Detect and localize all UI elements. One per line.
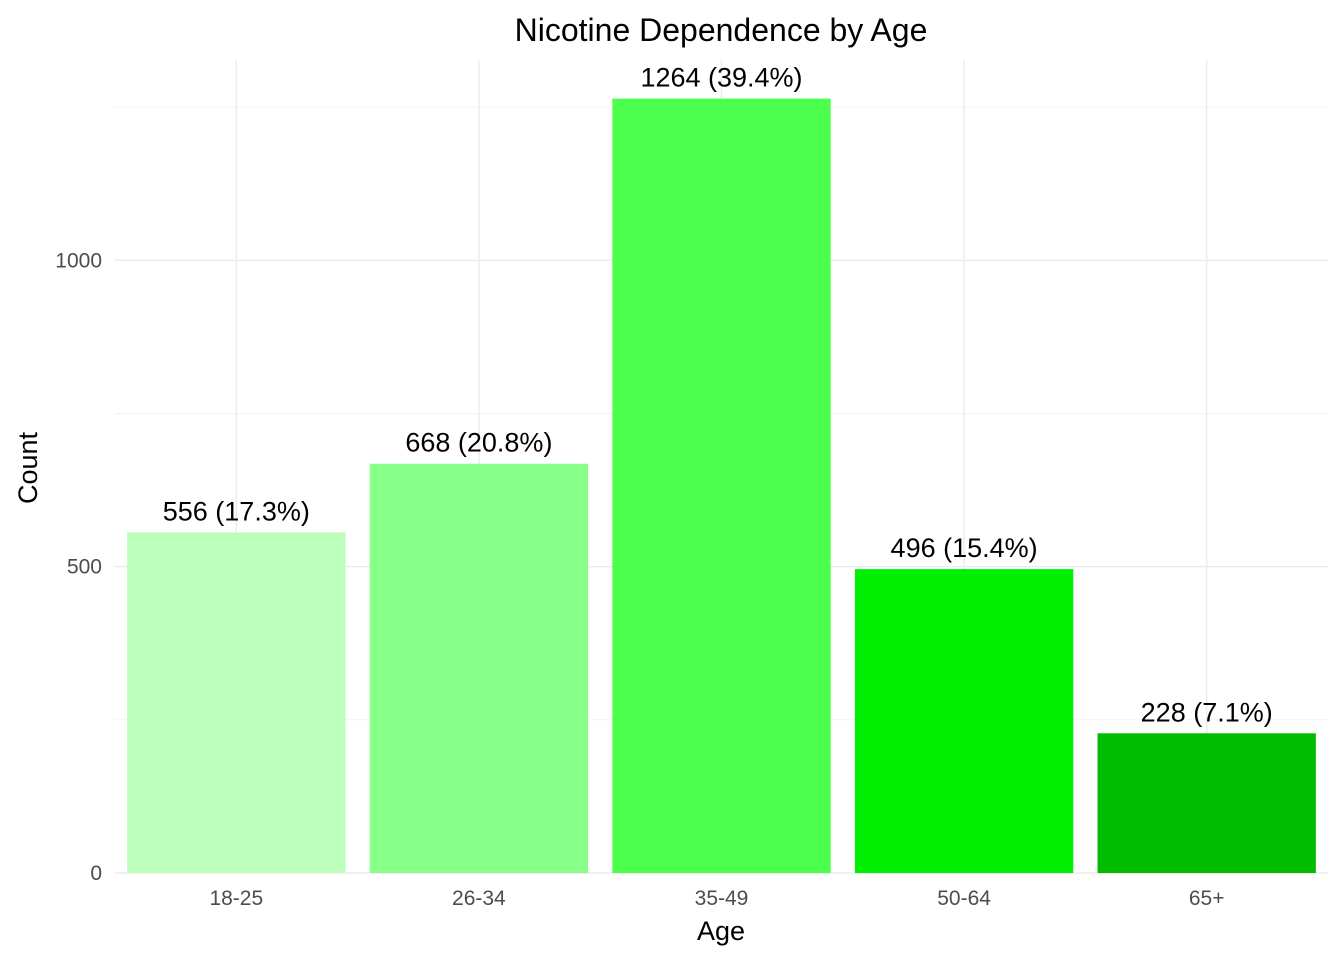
bar-26-34 [369,463,589,873]
bars [127,98,1316,873]
bar-65+ [1097,733,1316,873]
x-axis-title: Age [697,916,745,946]
data-label-65+: 228 (7.1%) [1141,697,1273,727]
y-tick-label: 500 [67,556,102,579]
data-label-18-25: 556 (17.3%) [163,496,310,526]
bar-50-64 [854,569,1074,873]
y-axis-ticks: 0 500 1000 [55,249,102,885]
data-label-26-34: 668 (20.8%) [405,428,552,458]
chart-title: Nicotine Dependence by Age [515,12,928,48]
x-tick-label-26-34: 26-34 [452,887,506,910]
x-axis-ticks: 18-25 26-34 35-49 50-64 65+ [209,887,1224,910]
x-tick-label-50-64: 50-64 [937,887,991,910]
x-tick-label-65+: 65+ [1189,887,1225,910]
y-tick-label: 1000 [55,249,102,272]
data-labels: 556 (17.3%) 668 (20.8%) 1264 (39.4%) 496 (1… [163,63,1273,728]
data-label-50-64: 496 (15.4%) [891,533,1038,563]
bar-18-25 [127,532,346,873]
y-tick-label: 0 [90,862,102,885]
bar-35-49 [612,98,831,873]
y-axis-title: Count [13,431,43,504]
data-label-35-49: 1264 (39.4%) [640,63,802,93]
x-tick-label-35-49: 35-49 [695,887,749,910]
x-tick-label-18-25: 18-25 [209,887,263,910]
